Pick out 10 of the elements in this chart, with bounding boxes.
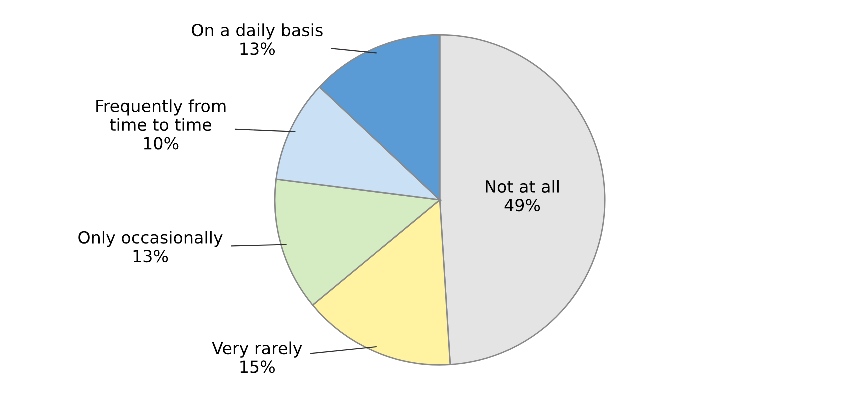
slice-label: On a daily basis	[192, 24, 323, 40]
data-label: 10%	[144, 137, 179, 150]
data-label: 15%	[240, 360, 276, 374]
data-label: 49%	[504, 199, 540, 212]
slice-label: Only occasionally	[78, 231, 223, 248]
data-label: 13%	[240, 42, 276, 56]
slice-label: Frequently from time to time	[96, 100, 226, 132]
data-label: 13%	[134, 250, 168, 263]
slice-label: Not at all	[486, 180, 559, 193]
slice-label: Very rarely	[212, 342, 302, 358]
